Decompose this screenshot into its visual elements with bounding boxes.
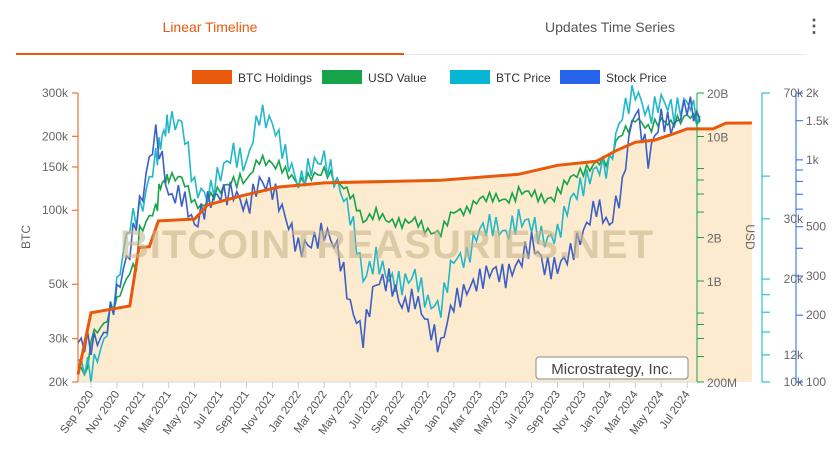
company-label: Microstrategy, Inc. — [551, 361, 672, 378]
stock-price-tick-label: 1.5k — [806, 114, 830, 128]
stock-price-tick-label: 100 — [806, 375, 826, 389]
legend-swatch-2[interactable] — [450, 70, 490, 84]
usd-tick-label: 2B — [707, 232, 722, 246]
btc-tick-label: 20k — [49, 375, 69, 389]
company-label-box — [535, 356, 689, 380]
legend: BTC Holdings USD Value BTC Price Stock Pric… — [192, 70, 667, 85]
stock-price-tick-label: 500 — [806, 220, 826, 234]
stock-price-tick-label: 1k — [806, 153, 820, 167]
legend-label-2[interactable]: BTC Price — [496, 71, 551, 85]
btc-tick-label: 50k — [49, 277, 69, 291]
legend-label-0[interactable]: BTC Holdings — [238, 71, 312, 85]
usd-tick-label: 10B — [707, 130, 728, 144]
btc-tick-label: 100k — [42, 203, 69, 217]
legend-label-1[interactable]: USD Value — [368, 71, 427, 85]
btc-price-tick-label: 70k — [784, 86, 804, 100]
usd-tick-label: 20B — [707, 87, 728, 101]
stock-price-line — [77, 96, 701, 356]
btc-axis-label: BTC — [19, 225, 33, 249]
legend-swatch-3[interactable] — [560, 70, 600, 84]
stock-price-tick-label: 300 — [806, 269, 826, 283]
kebab-icon[interactable]: ⋮ — [805, 16, 823, 36]
legend-swatch-0[interactable] — [192, 70, 232, 84]
usd-tick-label: 1B — [707, 275, 722, 289]
btc-holdings-line — [76, 121, 752, 375]
tab-bar: Linear Timeline Updates Time Series — [16, 0, 806, 55]
legend-swatch-1[interactable] — [322, 70, 362, 84]
watermark: BITCOINTREASURIES.NET — [120, 223, 654, 267]
stock-price-tick-label: 2k — [806, 86, 820, 100]
btc-price-tick-label: 12k — [784, 348, 804, 362]
btc-tick-label: 300k — [42, 86, 69, 100]
btc-tick-label: 200k — [42, 129, 69, 143]
btc-holdings-area — [78, 123, 752, 382]
btc-tick-label: 30k — [49, 332, 69, 346]
btc-price-tick-label: 30k — [784, 212, 804, 226]
stock-price-tick-label: 200 — [806, 308, 826, 322]
legend-label-3[interactable]: Stock Price — [606, 71, 667, 85]
btc-price-tick-label: 20k — [784, 272, 804, 286]
usd-tick-label: 200M — [707, 376, 737, 390]
tab-linear-timeline[interactable]: Linear Timeline — [16, 0, 404, 55]
btc-price-line — [77, 85, 701, 383]
btc-price-tick-label: 10k — [784, 375, 804, 389]
btc-tick-label: 150k — [42, 160, 69, 174]
tab-updates-time-series[interactable]: Updates Time Series — [545, 19, 675, 35]
usd-value-line — [77, 112, 701, 377]
usd-axis-label: USD — [743, 224, 757, 250]
